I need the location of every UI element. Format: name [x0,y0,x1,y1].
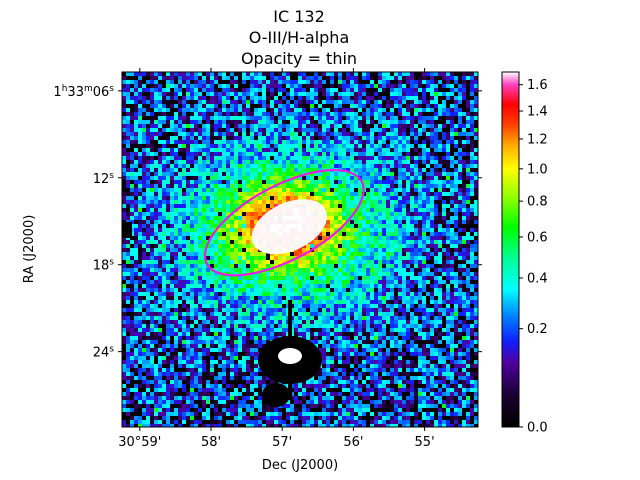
colorbar-tick-label: 0.8 [527,195,548,210]
x-tick-label: 57' [272,435,292,450]
y-tick-label: 1h33m06s [53,84,114,100]
colorbar-tick-label: 0.0 [527,421,548,436]
star-core [278,348,302,364]
y-tick-label: 12s [93,171,115,187]
title-line-3: Opacity = thin [241,49,357,68]
heatmap-image [122,72,478,427]
colorbar-tick-label: 1.6 [527,78,548,93]
colorbar-tick-label: 0.6 [527,230,548,245]
star-halo-lower [262,383,290,407]
plot-frame [121,71,479,428]
nebula-core [251,199,327,255]
colorbar-ticks: 0.0 0.2 0.4 0.6 0.8 1.0 1.2 1.4 1.6 [519,78,548,436]
y-ticks: 1h33m06s 12s 18s 24s [53,84,482,361]
y-tick-label: 24s [93,345,115,361]
x-axis-label: Dec (J2000) [262,458,338,473]
title-line-1: IC 132 [273,7,325,26]
noise-pixels [122,72,478,427]
x-tick-label: 55' [415,435,435,450]
bright-star [122,222,322,407]
colorbar-tick-label: 1.0 [527,162,548,177]
colorbar-tick-label: 0.2 [527,322,548,337]
y-tick-label: 18s [93,258,115,274]
x-tick-label: 56' [343,435,363,450]
aperture-ellipse [203,168,365,277]
emission-blobs [251,199,327,255]
colorbar-tick-label: 1.2 [527,132,548,147]
colorbar [502,72,519,427]
title-line-2: O-III/H-alpha [249,28,350,47]
x-tick-label: 58' [201,435,221,450]
colorbar-frame [501,71,520,428]
x-ticks: 30°59' 58' 57' 56' 55' [118,68,435,450]
colorbar-tick-label: 1.4 [527,105,548,120]
x-tick-label: 30°59' [118,435,161,450]
colorbar-tick-label: 0.4 [527,271,548,286]
edge-star [122,222,132,238]
y-axis-label: RA (J2000) [22,215,37,284]
